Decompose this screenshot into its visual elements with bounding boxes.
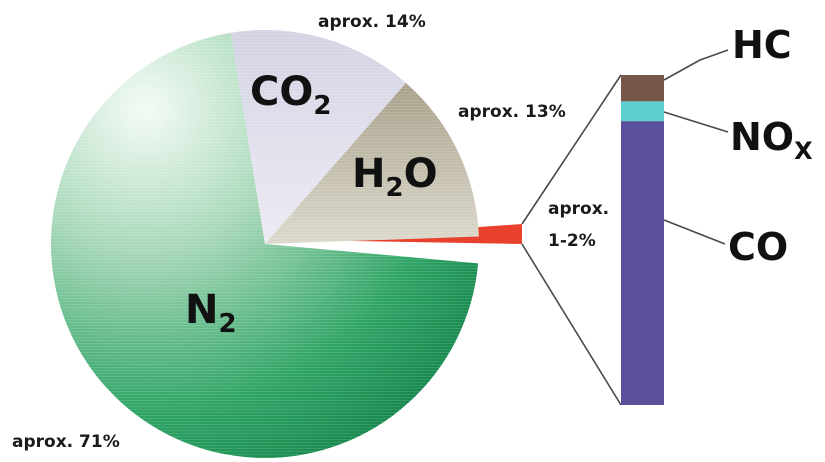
bar-label-nox: NOX <box>730 115 813 165</box>
nox-leader-line <box>663 111 729 133</box>
bar-label-hc: HC <box>732 23 792 67</box>
bar-segment-hc <box>621 75 664 102</box>
co-leader-line <box>663 219 726 245</box>
bar-label-co: CO <box>728 225 788 269</box>
percent-label-n2: aprox. 71% <box>12 432 120 452</box>
slice-h2o-texture <box>265 82 479 244</box>
bar-segment-no <box>621 101 664 122</box>
slice-n2-texture <box>50 32 479 458</box>
slice-co2-texture <box>230 30 406 244</box>
percent-label-h2o: aprox. 13% <box>458 102 566 122</box>
slice-label-h2o: H2O <box>352 151 438 203</box>
bar-segment-co <box>621 121 664 405</box>
percent-label-co2: aprox. 14% <box>318 12 426 32</box>
zoom-line-top <box>521 74 622 225</box>
zoom-line-bottom <box>521 243 622 406</box>
percent-label-other-line2: 1-2% <box>548 231 596 251</box>
slice-label-co2: CO2 <box>250 69 331 121</box>
percent-label-other-line1: aprox. <box>548 199 609 219</box>
hc-leader-line <box>663 49 729 81</box>
slice-label-n2: N2 <box>185 287 237 339</box>
stacked-bar <box>621 75 664 405</box>
pie-texture <box>50 30 479 458</box>
